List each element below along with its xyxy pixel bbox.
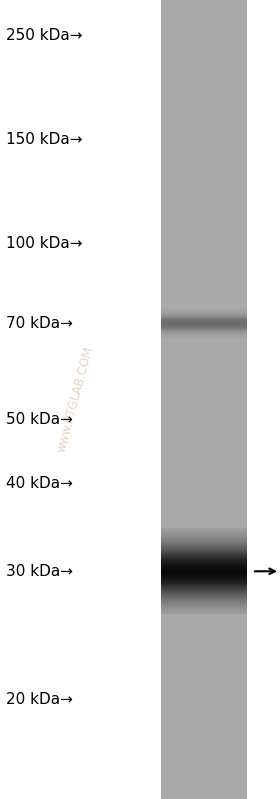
- Text: 250 kDa→: 250 kDa→: [6, 29, 82, 43]
- Text: 70 kDa→: 70 kDa→: [6, 316, 73, 331]
- Text: 50 kDa→: 50 kDa→: [6, 412, 73, 427]
- Text: 150 kDa→: 150 kDa→: [6, 133, 82, 147]
- Text: 20 kDa→: 20 kDa→: [6, 692, 73, 706]
- Text: 100 kDa→: 100 kDa→: [6, 237, 82, 251]
- Text: www.PTGLAB.COM: www.PTGLAB.COM: [55, 345, 96, 454]
- Text: 30 kDa→: 30 kDa→: [6, 564, 73, 578]
- Text: 40 kDa→: 40 kDa→: [6, 476, 73, 491]
